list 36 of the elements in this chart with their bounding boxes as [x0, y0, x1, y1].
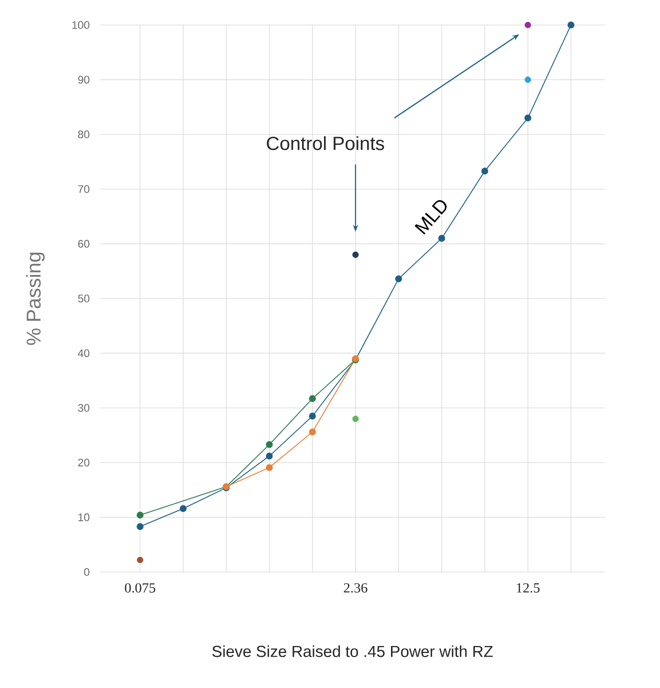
- point: [524, 114, 532, 122]
- point: [352, 416, 359, 422]
- point: [136, 512, 144, 519]
- point: [266, 441, 273, 448]
- y-tick-label: 10: [78, 513, 90, 522]
- point: [308, 395, 316, 402]
- y-tick-label: 40: [78, 349, 90, 358]
- point: [136, 523, 144, 530]
- point: [438, 234, 446, 242]
- annotation: Control Points: [266, 136, 384, 150]
- y-tick-label: 70: [78, 185, 90, 193]
- point: [308, 412, 316, 420]
- point: [266, 464, 273, 471]
- y-axis-title: % Passing: [26, 252, 45, 345]
- y-tick-label: 30: [78, 404, 90, 412]
- y-tick-label: 90: [78, 76, 90, 84]
- x-tick-label: 2.36: [344, 583, 368, 593]
- x-tick-label: 12.5: [516, 583, 540, 593]
- point: [481, 168, 488, 174]
- y-tick-label: 100: [72, 21, 90, 29]
- x-axis-title: Sieve Size Raised to .45 Power with RZ: [212, 645, 493, 658]
- y-tick-label: 50: [78, 294, 90, 302]
- point: [308, 428, 316, 436]
- point: [524, 76, 532, 83]
- point: [524, 22, 532, 28]
- y-tick-label: 60: [78, 240, 90, 248]
- point: [266, 452, 273, 460]
- y-tick-label: 80: [78, 130, 90, 138]
- point: [568, 22, 574, 28]
- y-tick-label: 0: [84, 568, 90, 576]
- point: [136, 556, 144, 564]
- point: [352, 252, 359, 258]
- point: [395, 275, 402, 282]
- y-tick-label: 20: [78, 458, 90, 466]
- x-tick-label: 0.075: [124, 583, 156, 593]
- point: [180, 505, 187, 512]
